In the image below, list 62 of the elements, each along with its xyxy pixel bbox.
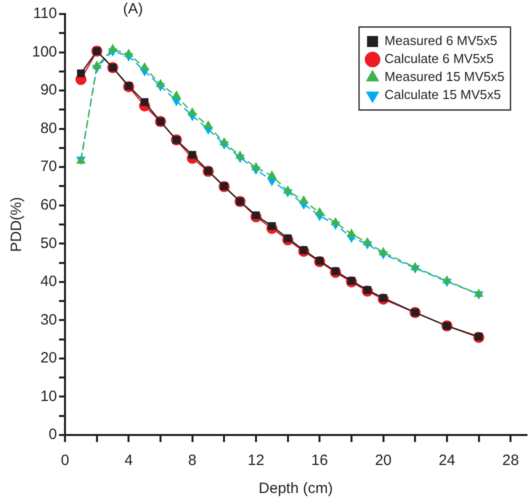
- y-tick-label: 40: [40, 273, 58, 290]
- x-tick-label: 24: [438, 452, 456, 470]
- y-tick-label: 50: [40, 234, 58, 252]
- point: [235, 150, 245, 159]
- point: [362, 236, 372, 246]
- point: [410, 262, 420, 270]
- y-tick-label: 30: [40, 311, 58, 328]
- x-tick-label: 0: [60, 452, 70, 470]
- x-tick-label: 20: [374, 452, 392, 470]
- point: [314, 207, 324, 216]
- point: [442, 275, 452, 284]
- point: [284, 234, 292, 242]
- y-axis-title: PDD(%): [8, 197, 26, 252]
- point: [251, 162, 261, 170]
- point: [140, 98, 148, 106]
- y-tick-label: 70: [40, 158, 58, 176]
- point: [188, 107, 198, 116]
- point: [92, 60, 102, 69]
- point: [298, 195, 308, 204]
- legend-label: Measured 6 MV5x5: [384, 33, 498, 48]
- point: [330, 217, 340, 226]
- legend-label: Measured 15 MV5x5: [384, 69, 504, 84]
- x-tick-label: 12: [248, 452, 264, 470]
- y-tick-label: 10: [40, 388, 58, 405]
- x-axis-title: Depth (cm): [258, 480, 333, 498]
- point: [348, 276, 356, 285]
- point: [346, 228, 356, 237]
- point: [156, 78, 166, 88]
- y-tick-label: 100: [32, 43, 58, 60]
- point: [203, 120, 214, 129]
- point: [219, 137, 229, 146]
- point: [140, 62, 150, 70]
- point: [363, 286, 372, 294]
- point: [332, 267, 340, 276]
- point: [124, 82, 133, 90]
- legend-label: Calculate 15 MV5x5: [384, 87, 501, 102]
- point: [77, 69, 85, 78]
- x-tick-label: 8: [188, 452, 196, 470]
- y-tick-label: 90: [40, 82, 58, 99]
- point: [316, 256, 324, 265]
- point: [379, 294, 388, 302]
- y-tick-label: 110: [33, 5, 58, 22]
- y-tick-label: 0: [48, 426, 58, 444]
- point: [267, 178, 277, 186]
- point: [188, 150, 196, 159]
- y-tick-label: 60: [40, 196, 58, 214]
- y-tick-label: 80: [40, 120, 58, 137]
- point: [108, 44, 118, 52]
- legend-label: Calculate 6 MV5x5: [384, 51, 494, 66]
- point: [124, 48, 134, 57]
- point: [300, 246, 308, 254]
- y-tick-label: 20: [40, 350, 58, 367]
- point: [378, 246, 388, 256]
- point: [474, 288, 484, 297]
- point: [252, 211, 260, 220]
- point: [283, 185, 293, 194]
- point: [267, 170, 277, 179]
- annotation: (A): [123, 0, 144, 18]
- x-tick-label: 28: [502, 452, 519, 470]
- point: [172, 90, 182, 99]
- x-tick-label: 4: [124, 452, 133, 470]
- x-tick-label: 16: [311, 452, 328, 470]
